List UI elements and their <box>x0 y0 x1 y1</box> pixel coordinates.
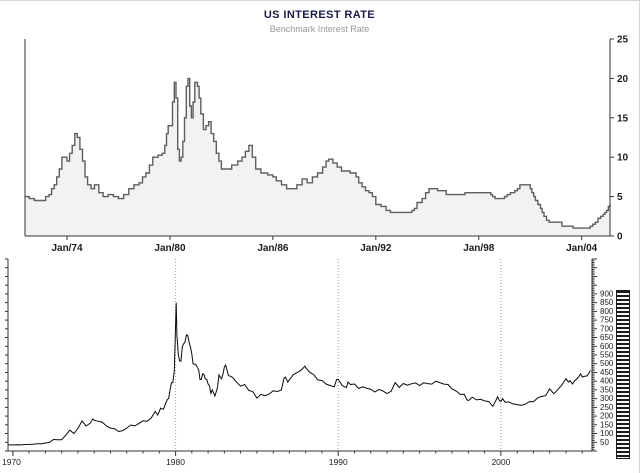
svg-text:250: 250 <box>600 403 614 412</box>
svg-text:Jan/86: Jan/86 <box>257 243 289 251</box>
svg-text:1970: 1970 <box>2 457 21 467</box>
svg-text:2000: 2000 <box>491 457 510 467</box>
svg-text:0: 0 <box>617 232 623 243</box>
svg-text:500: 500 <box>600 359 614 368</box>
svg-text:800: 800 <box>600 307 614 316</box>
svg-text:550: 550 <box>600 351 614 360</box>
svg-text:600: 600 <box>600 342 614 351</box>
svg-text:Jan/80: Jan/80 <box>154 243 186 251</box>
svg-text:650: 650 <box>600 333 614 342</box>
svg-text:Jan/98: Jan/98 <box>463 243 495 251</box>
svg-text:1980: 1980 <box>166 457 185 467</box>
svg-text:15: 15 <box>617 113 629 124</box>
svg-text:900: 900 <box>600 289 614 298</box>
svg-text:150: 150 <box>600 420 614 429</box>
svg-text:25: 25 <box>617 35 629 46</box>
svg-text:350: 350 <box>600 385 614 394</box>
svg-text:850: 850 <box>600 298 614 307</box>
svg-text:5: 5 <box>617 192 623 203</box>
svg-text:Jan/92: Jan/92 <box>360 243 392 251</box>
svg-text:100: 100 <box>600 429 614 438</box>
svg-text:10: 10 <box>617 153 629 164</box>
svg-text:700: 700 <box>600 324 614 333</box>
svg-text:50: 50 <box>600 438 609 447</box>
svg-text:750: 750 <box>600 316 614 325</box>
svg-text:450: 450 <box>600 368 614 377</box>
svg-text:Jan/74: Jan/74 <box>51 243 83 251</box>
interest-rate-plot: 0 5 10 15 20 25 Jan/74 Jan/80 Jan/86 Jan/92 Jan/98… <box>24 35 629 251</box>
gold-price-plot: 5010015020025030035040045050055060065070… <box>2 258 614 467</box>
svg-text:20: 20 <box>617 74 629 85</box>
svg-text:Jan/04: Jan/04 <box>566 243 598 251</box>
svg-text:400: 400 <box>600 377 614 386</box>
svg-text:200: 200 <box>600 412 614 421</box>
svg-text:1990: 1990 <box>329 457 348 467</box>
vertical-scrollbar[interactable] <box>616 290 630 459</box>
svg-text:300: 300 <box>600 394 614 403</box>
